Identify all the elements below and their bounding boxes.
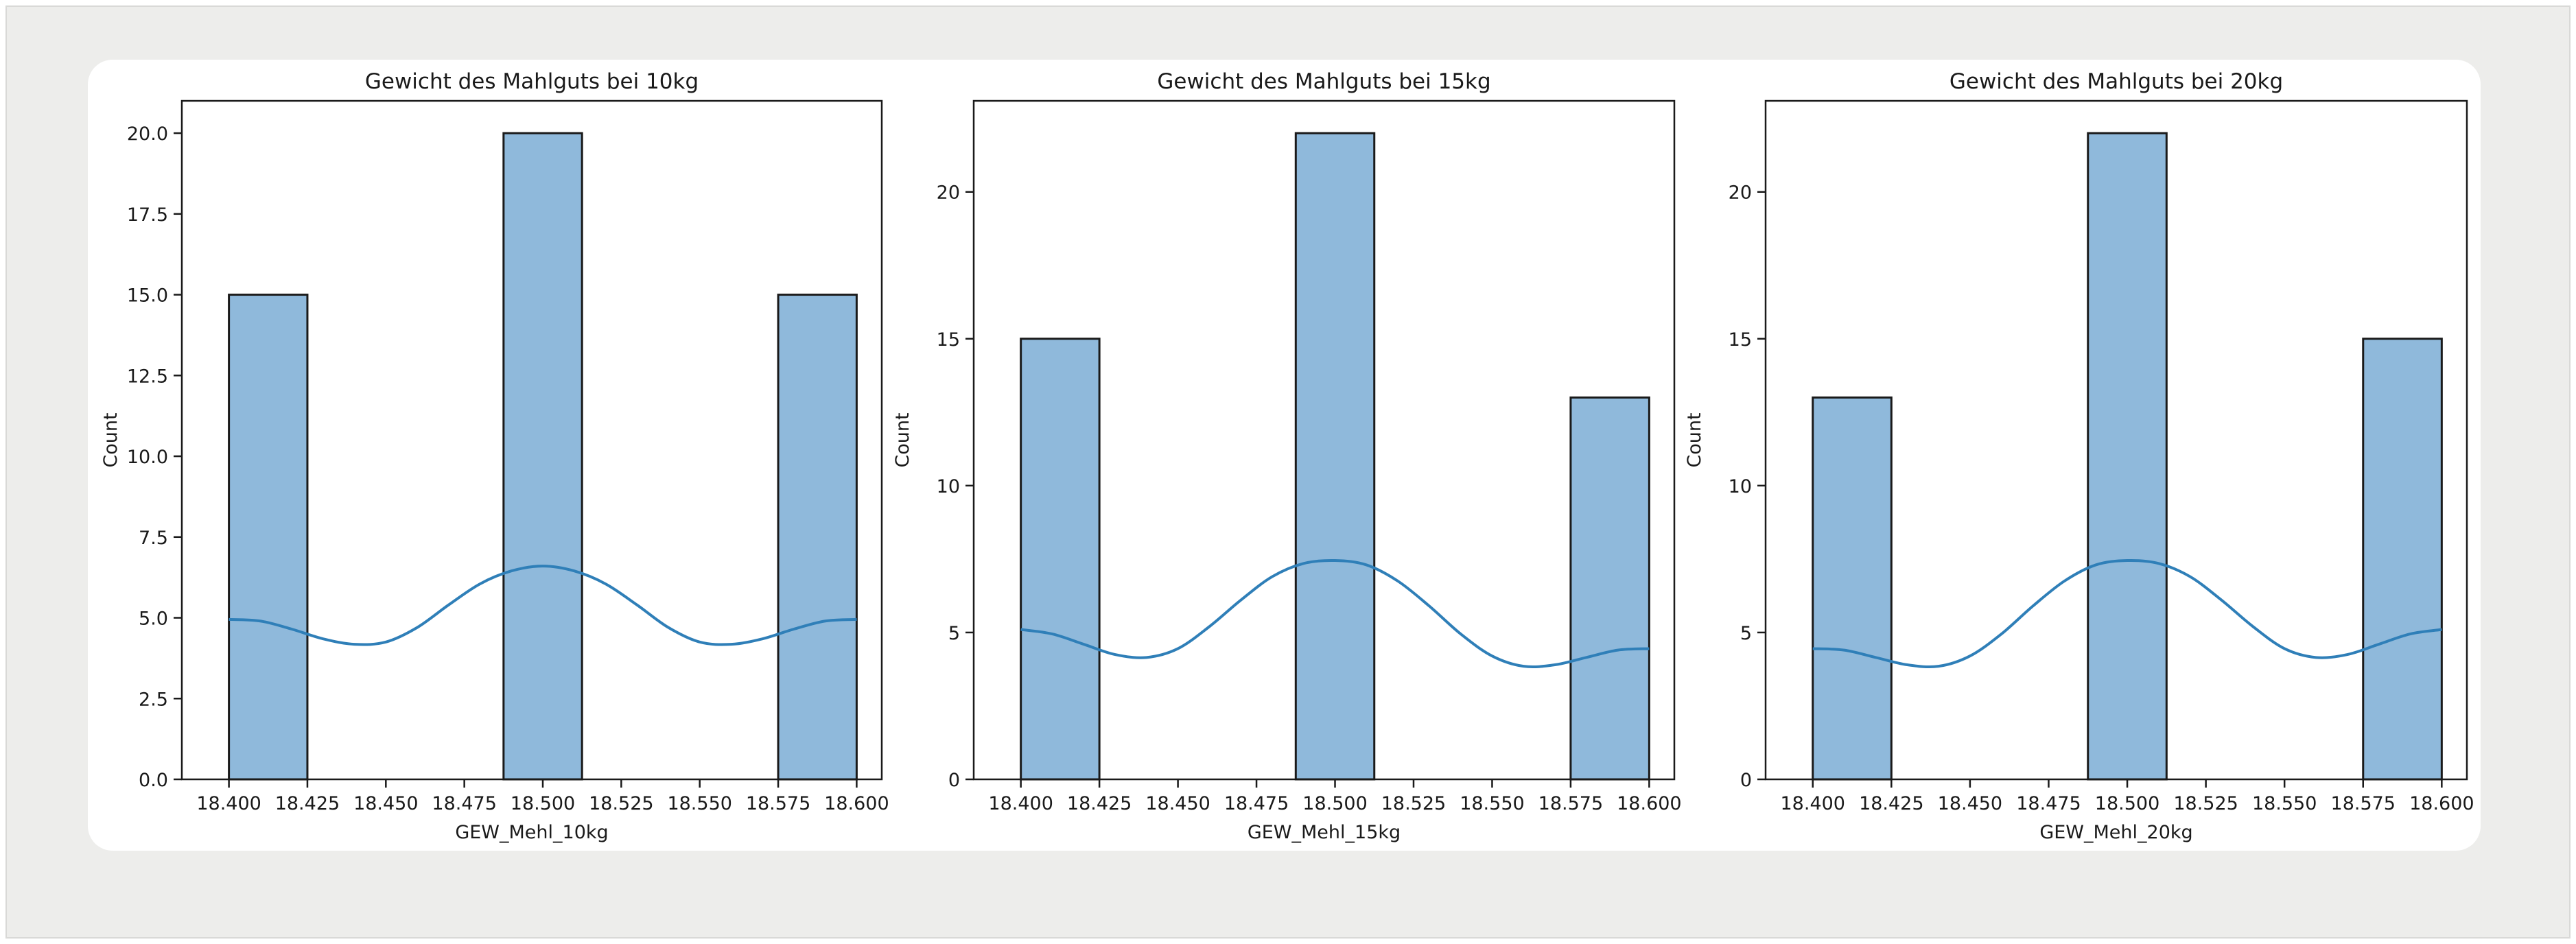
chart-title: Gewicht des Mahlguts bei 20kg bbox=[1949, 69, 2283, 94]
x-tick-label: 18.400 bbox=[988, 793, 1053, 814]
x-tick-label: 18.600 bbox=[824, 793, 889, 814]
y-tick-label: 0.0 bbox=[139, 770, 168, 791]
y-tick-label: 10.0 bbox=[127, 447, 168, 468]
histogram-bar bbox=[1294, 132, 1376, 781]
y-tick-label: 7.5 bbox=[139, 528, 168, 549]
y-tick-label: 15 bbox=[937, 329, 960, 351]
x-tick-label: 18.525 bbox=[1381, 793, 1446, 814]
kde-curve bbox=[1812, 558, 2442, 669]
axes-frame bbox=[972, 99, 1676, 781]
y-tick-label: 10 bbox=[937, 476, 960, 497]
x-tick-label: 18.500 bbox=[1302, 793, 1367, 814]
figure-frame: 18.400 18.425 18.450 18.475 18.500 18.525 18.5… bbox=[5, 5, 2571, 939]
figure-card: 18.400 18.425 18.450 18.475 18.500 18.525 18.5… bbox=[88, 60, 2481, 851]
x-axis-label: GEW_Mehl_20kg bbox=[2039, 822, 2192, 843]
chart-panel-2: 18.400 18.425 18.450 18.475 18.500 18.525 18.5… bbox=[892, 69, 1682, 843]
y-tick-label: 15.0 bbox=[127, 285, 168, 307]
x-tick-label: 18.600 bbox=[1617, 793, 1681, 814]
x-tick-label: 18.525 bbox=[2173, 793, 2238, 814]
y-tick-label: 5 bbox=[1740, 623, 1752, 644]
histogram-bar bbox=[502, 132, 583, 781]
x-tick-label: 18.425 bbox=[275, 793, 340, 814]
x-tick-label: 18.400 bbox=[196, 793, 261, 814]
x-tick-label: 18.450 bbox=[1145, 793, 1210, 814]
y-axis-label: Count bbox=[1684, 412, 1705, 467]
y-tick-label: 20 bbox=[1729, 182, 1752, 204]
x-tick-label: 18.500 bbox=[511, 793, 575, 814]
kde-curve bbox=[229, 565, 857, 646]
histogram-bar bbox=[777, 294, 858, 781]
x-tick-label: 18.450 bbox=[1938, 793, 2002, 814]
x-tick-label: 18.525 bbox=[589, 793, 653, 814]
y-tick-label: 10 bbox=[1729, 476, 1752, 497]
x-tick-label: 18.400 bbox=[1781, 793, 1845, 814]
histogram-bar bbox=[2087, 132, 2168, 781]
y-tick-label: 15 bbox=[1729, 329, 1752, 351]
chart-panel-3: 18.400 18.425 18.450 18.475 18.500 18.525 18.5… bbox=[1684, 69, 2474, 843]
y-tick-label: 5 bbox=[948, 623, 960, 644]
x-tick-label: 18.550 bbox=[1460, 793, 1524, 814]
chart-title: Gewicht des Mahlguts bei 15kg bbox=[1157, 69, 1490, 94]
y-tick-label: 0 bbox=[1740, 770, 1752, 791]
chart-title: Gewicht des Mahlguts bei 10kg bbox=[365, 69, 699, 94]
x-tick-label: 18.575 bbox=[1538, 793, 1603, 814]
histogram-bar bbox=[1569, 396, 1650, 781]
x-tick-label: 18.575 bbox=[746, 793, 810, 814]
x-tick-label: 18.550 bbox=[2252, 793, 2317, 814]
histogram-bar bbox=[1812, 396, 1893, 781]
x-tick-label: 18.450 bbox=[353, 793, 418, 814]
y-axis-label: Count bbox=[100, 412, 121, 467]
histogram-bar bbox=[2362, 338, 2443, 781]
y-tick-label: 20 bbox=[937, 182, 960, 204]
y-axis-label: Count bbox=[892, 412, 913, 467]
histogram-bar bbox=[228, 294, 309, 781]
x-tick-label: 18.575 bbox=[2331, 793, 2396, 814]
x-axis-label: GEW_Mehl_10kg bbox=[455, 822, 608, 843]
y-tick-label: 20.0 bbox=[127, 123, 168, 145]
x-tick-label: 18.550 bbox=[667, 793, 731, 814]
axes-frame bbox=[1764, 99, 2468, 781]
x-tick-label: 18.475 bbox=[2016, 793, 2081, 814]
chart-panel-1: 18.400 18.425 18.450 18.475 18.500 18.525 18.5… bbox=[100, 69, 889, 843]
x-tick-label: 18.600 bbox=[2409, 793, 2474, 814]
x-tick-label: 18.500 bbox=[2095, 793, 2159, 814]
y-tick-label: 17.5 bbox=[127, 204, 168, 226]
y-tick-label: 0 bbox=[948, 770, 960, 791]
axes-frame bbox=[180, 99, 883, 781]
y-tick-label: 2.5 bbox=[139, 689, 168, 710]
x-axis-label: GEW_Mehl_15kg bbox=[1248, 822, 1401, 843]
x-tick-label: 18.475 bbox=[432, 793, 496, 814]
y-tick-label: 12.5 bbox=[127, 366, 168, 387]
x-tick-label: 18.425 bbox=[1067, 793, 1132, 814]
kde-curve bbox=[1020, 558, 1650, 669]
histogram-figure: 18.400 18.425 18.450 18.475 18.500 18.525 18.5… bbox=[100, 69, 2474, 843]
y-tick-label: 5.0 bbox=[139, 609, 168, 630]
histogram-bar bbox=[1020, 338, 1101, 781]
x-tick-label: 18.475 bbox=[1224, 793, 1289, 814]
x-tick-label: 18.425 bbox=[1859, 793, 1923, 814]
